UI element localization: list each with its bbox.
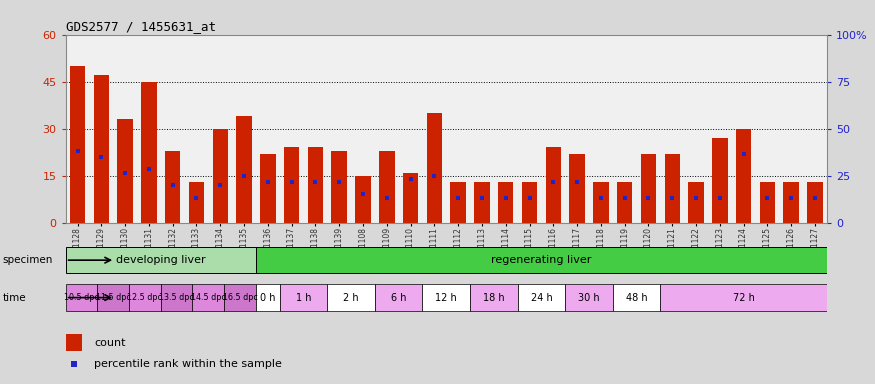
Bar [160, 284, 192, 311]
Bar [260, 154, 276, 223]
Bar [189, 182, 204, 223]
Text: 18 h: 18 h [483, 293, 505, 303]
Bar [192, 284, 224, 311]
Bar [546, 147, 561, 223]
Bar [760, 182, 775, 223]
Bar [522, 182, 537, 223]
Bar [498, 182, 514, 223]
Bar [355, 176, 371, 223]
Text: time: time [3, 293, 26, 303]
Bar [423, 284, 470, 311]
Bar [165, 151, 180, 223]
Text: 72 h: 72 h [732, 293, 754, 303]
Bar [97, 284, 129, 311]
Bar [213, 129, 228, 223]
Bar [451, 182, 466, 223]
Bar [783, 182, 799, 223]
Bar [308, 147, 323, 223]
Text: 30 h: 30 h [578, 293, 599, 303]
Bar [379, 151, 395, 223]
Bar [236, 116, 252, 223]
Text: 24 h: 24 h [530, 293, 552, 303]
Text: specimen: specimen [3, 255, 53, 265]
Text: 10.5 dpc: 10.5 dpc [64, 293, 99, 302]
Bar [66, 284, 97, 311]
Bar [570, 154, 584, 223]
Bar [736, 129, 752, 223]
Bar [374, 284, 423, 311]
Bar [66, 247, 256, 273]
Text: 16.5 dpc: 16.5 dpc [222, 293, 257, 302]
Text: 13.5 dpc: 13.5 dpc [159, 293, 194, 302]
Bar [117, 119, 133, 223]
Text: regenerating liver: regenerating liver [491, 255, 592, 265]
Bar [661, 284, 827, 311]
Text: 6 h: 6 h [391, 293, 406, 303]
Bar [70, 66, 85, 223]
Bar [640, 154, 656, 223]
Bar [224, 284, 256, 311]
Text: percentile rank within the sample: percentile rank within the sample [94, 359, 283, 369]
Bar [280, 284, 327, 311]
Bar [427, 113, 442, 223]
Bar [689, 182, 704, 223]
Bar [808, 182, 822, 223]
Text: 12.5 dpc: 12.5 dpc [127, 293, 162, 302]
Bar [256, 247, 827, 273]
Text: 12 h: 12 h [436, 293, 457, 303]
Text: 11.5 dpc: 11.5 dpc [95, 293, 130, 302]
Text: 0 h: 0 h [260, 293, 276, 303]
Bar [66, 334, 82, 351]
Bar [664, 154, 680, 223]
Bar [593, 182, 609, 223]
Bar [332, 151, 346, 223]
Bar [94, 75, 109, 223]
Bar [617, 182, 633, 223]
Text: 2 h: 2 h [343, 293, 359, 303]
Bar [565, 284, 612, 311]
Bar [129, 284, 160, 311]
Text: 48 h: 48 h [626, 293, 648, 303]
Bar [612, 284, 661, 311]
Bar [256, 284, 280, 311]
Text: count: count [94, 338, 126, 348]
Bar [141, 82, 157, 223]
Text: 14.5 dpc: 14.5 dpc [191, 293, 226, 302]
Bar [474, 182, 490, 223]
Text: 1 h: 1 h [296, 293, 311, 303]
Bar [712, 138, 727, 223]
Bar [470, 284, 518, 311]
Bar [327, 284, 374, 311]
Bar [284, 147, 299, 223]
Text: developing liver: developing liver [116, 255, 206, 265]
Text: GDS2577 / 1455631_at: GDS2577 / 1455631_at [66, 20, 215, 33]
Bar [518, 284, 565, 311]
Bar [402, 172, 418, 223]
